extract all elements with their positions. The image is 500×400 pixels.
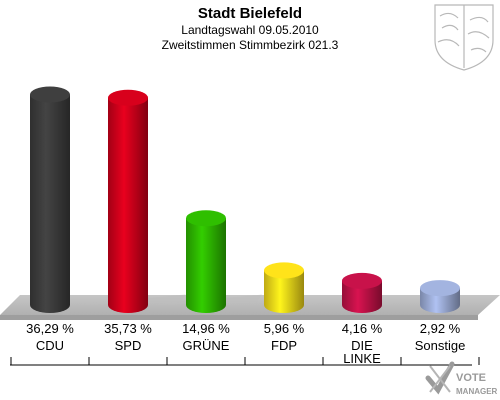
bar-fdp <box>264 262 304 313</box>
bar-body-die-linke <box>342 280 382 313</box>
category-label-die-linke-line1: DIE <box>351 338 373 353</box>
category-label-fdp: FDP <box>271 338 297 353</box>
bar-top-fdp <box>264 262 304 279</box>
value-label-sonstige: 2,92 % <box>420 321 461 336</box>
bar-shadow-cdu <box>50 294 186 305</box>
x-axis-ticks <box>10 357 480 365</box>
brand-manager-text: MANAGER <box>456 387 498 396</box>
category-label-grüne: GRÜNE <box>183 338 230 353</box>
coat-of-arms-icon <box>434 4 494 71</box>
chart-subtitle-election: Landtagswahl 09.05.2010 <box>181 23 319 37</box>
category-label-sonstige: Sonstige <box>415 338 466 353</box>
bar-body-cdu <box>30 94 70 313</box>
category-label-die-linke-line2: LINKE <box>343 351 381 366</box>
bar-top-cdu <box>30 86 70 103</box>
category-label-spd: SPD <box>115 338 142 353</box>
bar-die-linke <box>342 272 382 313</box>
brand-vote-text: VOTE <box>456 372 486 384</box>
bar-body-fdp <box>264 270 304 313</box>
bar-top-grüne <box>186 210 226 227</box>
chart-title: Stadt Bielefeld <box>198 5 302 22</box>
value-labels-group: 36,29 % 35,73 % 14,96 % 5,96 % 4,16 % 2,92 % <box>26 321 461 336</box>
bars-group <box>30 86 470 314</box>
bar-shadow-grüne <box>206 300 274 305</box>
value-label-cdu: 36,29 % <box>26 321 74 336</box>
bar-body-spd <box>108 97 148 314</box>
bar-body-grüne <box>186 218 226 313</box>
bar-shadow-spd <box>128 294 262 305</box>
value-label-spd: 35,73 % <box>104 321 152 336</box>
chart-floor-front <box>0 315 478 320</box>
bar-top-sonstige <box>420 280 460 297</box>
bar-cdu <box>30 86 70 313</box>
category-label-cdu: CDU <box>36 338 64 353</box>
bar-top-die-linke <box>342 272 382 289</box>
bar-spd <box>108 89 148 314</box>
bar-top-spd <box>108 89 148 106</box>
value-label-die-linke: 4,16 % <box>342 321 383 336</box>
bar-sonstige <box>420 280 460 313</box>
bar-grüne <box>186 210 226 313</box>
checkmark-icon <box>425 361 455 395</box>
value-label-fdp: 5,96 % <box>264 321 305 336</box>
value-label-grüne: 14,96 % <box>182 321 230 336</box>
vote-manager-logo: VOTE MANAGER <box>425 361 498 396</box>
chart-subtitle-district: Zweitstimmen Stimmbezirk 021.3 <box>162 38 339 52</box>
